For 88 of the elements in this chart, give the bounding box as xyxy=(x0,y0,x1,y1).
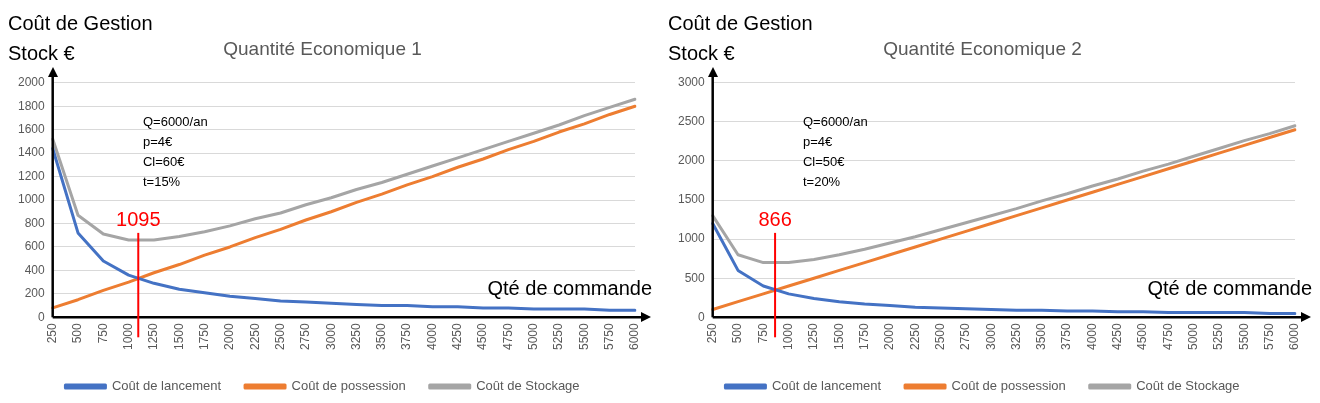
x-tick-label: 5750 xyxy=(601,322,616,351)
x-tick-label: 4250 xyxy=(450,322,465,351)
y-tick-label: 2500 xyxy=(677,114,706,129)
x-tick-label: 4500 xyxy=(1135,322,1150,351)
x-tick-label: 2750 xyxy=(958,322,973,351)
x-tick-label: 2250 xyxy=(247,322,262,351)
x-tick-label: 250 xyxy=(705,322,720,344)
y-tick-label: 1800 xyxy=(17,98,46,113)
x-tick-label: 4750 xyxy=(500,322,515,351)
x-tick-label: 3000 xyxy=(323,322,338,351)
x-tick-label: 3250 xyxy=(1008,322,1023,351)
x-tick-label: 6000 xyxy=(627,322,642,351)
x-tick-label: 4250 xyxy=(1110,322,1125,351)
annotation: Cl=50€ xyxy=(802,153,846,169)
x-tick-label: 750 xyxy=(755,322,770,344)
annotation: t=20% xyxy=(802,173,841,189)
annotation: p=4€ xyxy=(142,133,173,149)
x-axis-title: Qté de commande xyxy=(487,276,652,299)
x-tick-label: 250 xyxy=(45,322,60,344)
y-tick-label: 2000 xyxy=(17,75,46,90)
x-tick-label: 5000 xyxy=(526,322,541,351)
x-tick-label: 1500 xyxy=(831,322,846,351)
x-tick-label: 4500 xyxy=(475,322,490,351)
x-tick-label: 1000 xyxy=(120,322,135,351)
x-tick-label: 5500 xyxy=(576,322,591,351)
legend-label: Coût de lancement xyxy=(111,378,222,394)
legend-label: Coût de Stockage xyxy=(476,378,580,394)
x-tick-label: 3250 xyxy=(348,322,363,351)
x-tick-label: 5750 xyxy=(1261,322,1276,351)
x-tick-label: 6000 xyxy=(1287,322,1302,351)
x-tick-label: 1500 xyxy=(171,322,186,351)
annotation: t=15% xyxy=(142,173,181,189)
legend-label: Coût de Stockage xyxy=(1136,378,1240,394)
y-tick-label: 0 xyxy=(698,309,706,324)
x-tick-label: 4750 xyxy=(1160,322,1175,351)
y-tick-label: 0 xyxy=(38,309,46,324)
legend-label: Coût de possession xyxy=(291,378,406,394)
chart-title: Quantité Economique 2 xyxy=(883,37,1082,59)
x-tick-label: 3500 xyxy=(1034,322,1049,351)
x-tick-label: 3500 xyxy=(374,322,389,351)
y-tick-label: 200 xyxy=(24,286,46,301)
x-tick-label: 1000 xyxy=(780,322,795,351)
annotation: 866 xyxy=(758,208,792,231)
x-tick-label: 1250 xyxy=(146,322,161,351)
x-tick-label: 3750 xyxy=(1059,322,1074,351)
x-tick-label: 3750 xyxy=(399,322,414,351)
x-tick-label: 1750 xyxy=(196,322,211,351)
x-tick-label: 2750 xyxy=(298,322,313,351)
y-tick-label: 500 xyxy=(684,270,706,285)
x-tick-label: 750 xyxy=(95,322,110,344)
annotation: Q=6000/an xyxy=(802,113,868,129)
y-axis-title: Coût de Gestion Stock € xyxy=(668,11,813,64)
x-tick-label: 1750 xyxy=(856,322,871,351)
x-tick-label: 500 xyxy=(730,322,745,344)
chart-title: Quantité Economique 1 xyxy=(223,37,422,59)
y-tick-label: 400 xyxy=(24,262,46,277)
y-tick-label: 1000 xyxy=(17,192,46,207)
x-tick-label: 4000 xyxy=(1084,322,1099,351)
y-tick-label: 800 xyxy=(24,215,46,230)
annotation: Cl=60€ xyxy=(142,153,186,169)
x-tick-label: 2250 xyxy=(907,322,922,351)
x-tick-label: 500 xyxy=(70,322,85,344)
x-tick-label: 2500 xyxy=(272,322,287,351)
x-tick-label: 2000 xyxy=(222,322,237,351)
x-tick-label: 4000 xyxy=(424,322,439,351)
legend-label: Coût de possession xyxy=(951,378,1066,394)
y-tick-label: 1000 xyxy=(677,231,706,246)
y-tick-label: 600 xyxy=(24,239,46,254)
annotation: Q=6000/an xyxy=(142,113,208,129)
annotation: p=4€ xyxy=(802,133,833,149)
annotation: 1095 xyxy=(116,208,161,231)
x-tick-label: 3000 xyxy=(983,322,998,351)
y-tick-label: 1400 xyxy=(17,145,46,160)
y-tick-label: 1200 xyxy=(17,168,46,183)
y-tick-label: 1500 xyxy=(677,192,706,207)
x-tick-label: 5000 xyxy=(1186,322,1201,351)
x-tick-label: 2000 xyxy=(882,322,897,351)
x-tick-label: 5250 xyxy=(1211,322,1226,351)
y-tick-label: 2000 xyxy=(677,153,706,168)
x-tick-label: 5500 xyxy=(1236,322,1251,351)
y-tick-label: 3000 xyxy=(677,75,706,90)
x-tick-label: 5250 xyxy=(551,322,566,351)
y-tick-label: 1600 xyxy=(17,122,46,137)
legend-label: Coût de lancement xyxy=(771,378,882,394)
y-axis-title: Coût de Gestion Stock € xyxy=(8,11,153,64)
x-tick-label: 1250 xyxy=(806,322,821,351)
x-axis-title: Qté de commande xyxy=(1147,276,1312,299)
x-tick-label: 2500 xyxy=(932,322,947,351)
